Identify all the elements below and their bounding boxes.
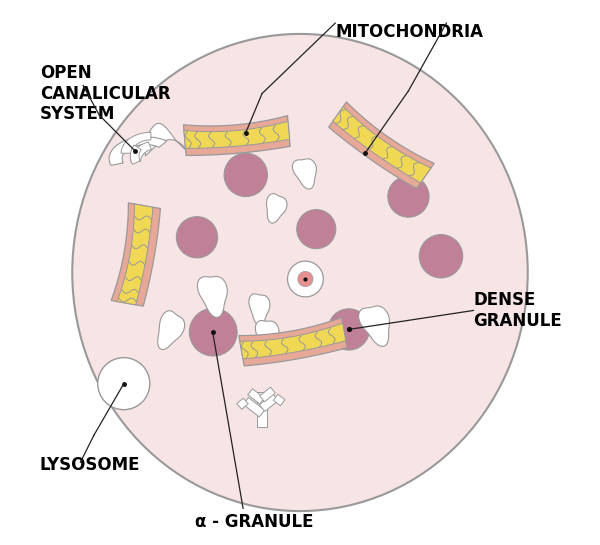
Polygon shape bbox=[237, 398, 248, 409]
Polygon shape bbox=[117, 204, 153, 305]
Polygon shape bbox=[260, 387, 275, 402]
Polygon shape bbox=[333, 107, 431, 183]
Polygon shape bbox=[329, 102, 434, 189]
Polygon shape bbox=[240, 323, 346, 359]
Polygon shape bbox=[273, 394, 285, 405]
Polygon shape bbox=[130, 145, 141, 165]
Polygon shape bbox=[184, 122, 290, 148]
Circle shape bbox=[388, 176, 429, 217]
Polygon shape bbox=[259, 394, 278, 411]
Polygon shape bbox=[248, 389, 265, 404]
Circle shape bbox=[298, 271, 313, 287]
Circle shape bbox=[419, 234, 463, 278]
Circle shape bbox=[287, 261, 323, 297]
Circle shape bbox=[297, 210, 336, 249]
Polygon shape bbox=[121, 132, 151, 153]
Text: MITOCHONDRIA: MITOCHONDRIA bbox=[335, 23, 483, 41]
Polygon shape bbox=[131, 142, 151, 161]
Polygon shape bbox=[266, 193, 287, 223]
Circle shape bbox=[98, 358, 150, 410]
Polygon shape bbox=[111, 203, 160, 306]
Polygon shape bbox=[158, 311, 185, 349]
Polygon shape bbox=[239, 317, 347, 366]
Circle shape bbox=[328, 309, 370, 350]
Text: DENSE
GRANULE: DENSE GRANULE bbox=[473, 291, 562, 330]
Polygon shape bbox=[197, 276, 227, 317]
Text: LYSOSOME: LYSOSOME bbox=[40, 456, 140, 474]
Polygon shape bbox=[243, 397, 265, 417]
Polygon shape bbox=[184, 116, 290, 155]
Text: OPEN
CANALICULAR
SYSTEM: OPEN CANALICULAR SYSTEM bbox=[40, 64, 170, 123]
Polygon shape bbox=[249, 294, 270, 325]
Polygon shape bbox=[256, 320, 279, 353]
Ellipse shape bbox=[72, 34, 528, 511]
Polygon shape bbox=[109, 137, 167, 165]
Circle shape bbox=[176, 217, 218, 258]
Text: α - GRANULE: α - GRANULE bbox=[194, 513, 313, 531]
Circle shape bbox=[190, 308, 237, 356]
Polygon shape bbox=[257, 392, 268, 427]
Polygon shape bbox=[292, 159, 316, 189]
Polygon shape bbox=[145, 123, 191, 156]
Circle shape bbox=[224, 153, 268, 197]
Polygon shape bbox=[359, 306, 389, 347]
